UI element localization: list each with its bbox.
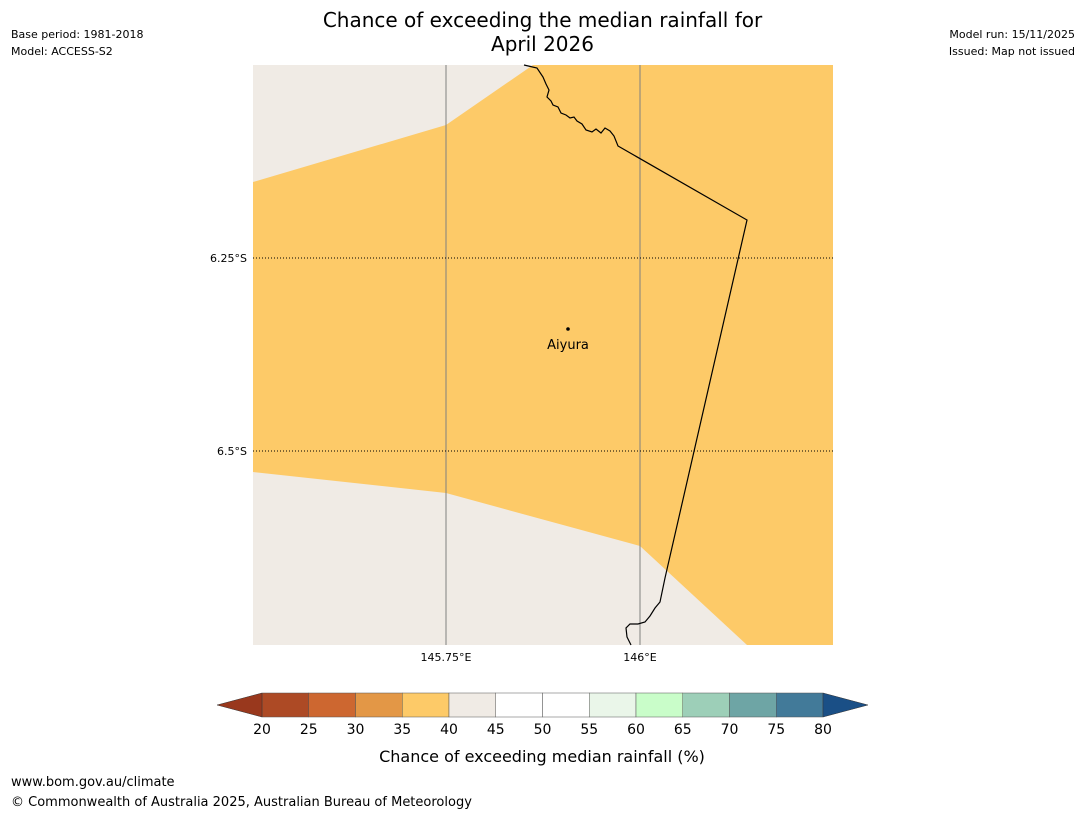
legend-tick-60: 60: [627, 722, 645, 738]
legend-box-50-55: [542, 692, 590, 718]
title-line-1: Chance of exceeding the median rainfall …: [322, 8, 763, 32]
lon-label-145-75: 145.75°E: [421, 651, 472, 664]
legend-box-25-30: [308, 692, 356, 718]
model-name: Model: ACCESS-S2: [11, 45, 113, 58]
legend-box-55-60: [589, 692, 637, 718]
model-run: Model run: 15/11/2025: [949, 28, 1075, 41]
legend-tick-25: 25: [300, 722, 318, 738]
legend-tick-65: 65: [674, 722, 692, 738]
legend-tick-75: 75: [767, 722, 785, 738]
issued-status: Issued: Map not issued: [948, 45, 1075, 58]
legend-tick-80: 80: [814, 722, 832, 738]
aiyura-label: Aiyura: [547, 338, 589, 353]
lon-label-146: 146°E: [623, 651, 656, 664]
legend-box-30-35: [355, 692, 403, 718]
legend-tick-20: 20: [253, 722, 271, 738]
legend-over-arrow: [822, 692, 869, 718]
forecast-map[interactable]: Aiyura 6.25°S 6.5°S 145.75°E 146°E: [0, 0, 1085, 680]
legend-tick-30: 30: [347, 722, 365, 738]
legend-box-35-40: [402, 692, 450, 718]
legend-colorbar: 20 25 30 35 40 45 50 55 60 65 70 75 80 Chance of exc…: [216, 692, 869, 766]
footer-copyright: © Commonwealth of Australia 2025, Austra…: [11, 795, 472, 810]
lat-label-6-25: 6.25°S: [210, 252, 247, 265]
legend-box-45-50: [495, 692, 543, 718]
legend-tick-40: 40: [440, 722, 458, 738]
legend-tick-55: 55: [580, 722, 598, 738]
meta-left: Base period: 1981-2018 Model: ACCESS-S2: [11, 26, 143, 60]
meta-right: Model run: 15/11/2025 Issued: Map not is…: [949, 26, 1075, 60]
map-title: Chance of exceeding the median rainfall …: [300, 8, 785, 56]
legend-tick-45: 45: [487, 722, 505, 738]
legend-tick-70: 70: [721, 722, 739, 738]
forecast-region-35-40: [253, 65, 833, 645]
title-line-2: April 2026: [491, 32, 594, 56]
legend-box-75-80: [776, 692, 824, 718]
legend-box-65-70: [682, 692, 730, 718]
legend-box-20-25: [261, 692, 309, 718]
base-period: Base period: 1981-2018: [11, 28, 144, 41]
legend-box-40-45: [448, 692, 496, 718]
legend-title: Chance of exceeding median rainfall (%): [379, 747, 705, 766]
aiyura-marker[interactable]: [566, 327, 570, 331]
province-border: [523, 64, 748, 646]
footer-url: www.bom.gov.au/climate: [11, 775, 175, 790]
legend-under-arrow: [216, 692, 263, 718]
lat-label-6-5: 6.5°S: [217, 445, 247, 458]
legend-box-70-75: [729, 692, 777, 718]
legend-box-60-65: [635, 692, 683, 718]
legend-tick-35: 35: [393, 722, 411, 738]
legend-tick-50: 50: [534, 722, 552, 738]
